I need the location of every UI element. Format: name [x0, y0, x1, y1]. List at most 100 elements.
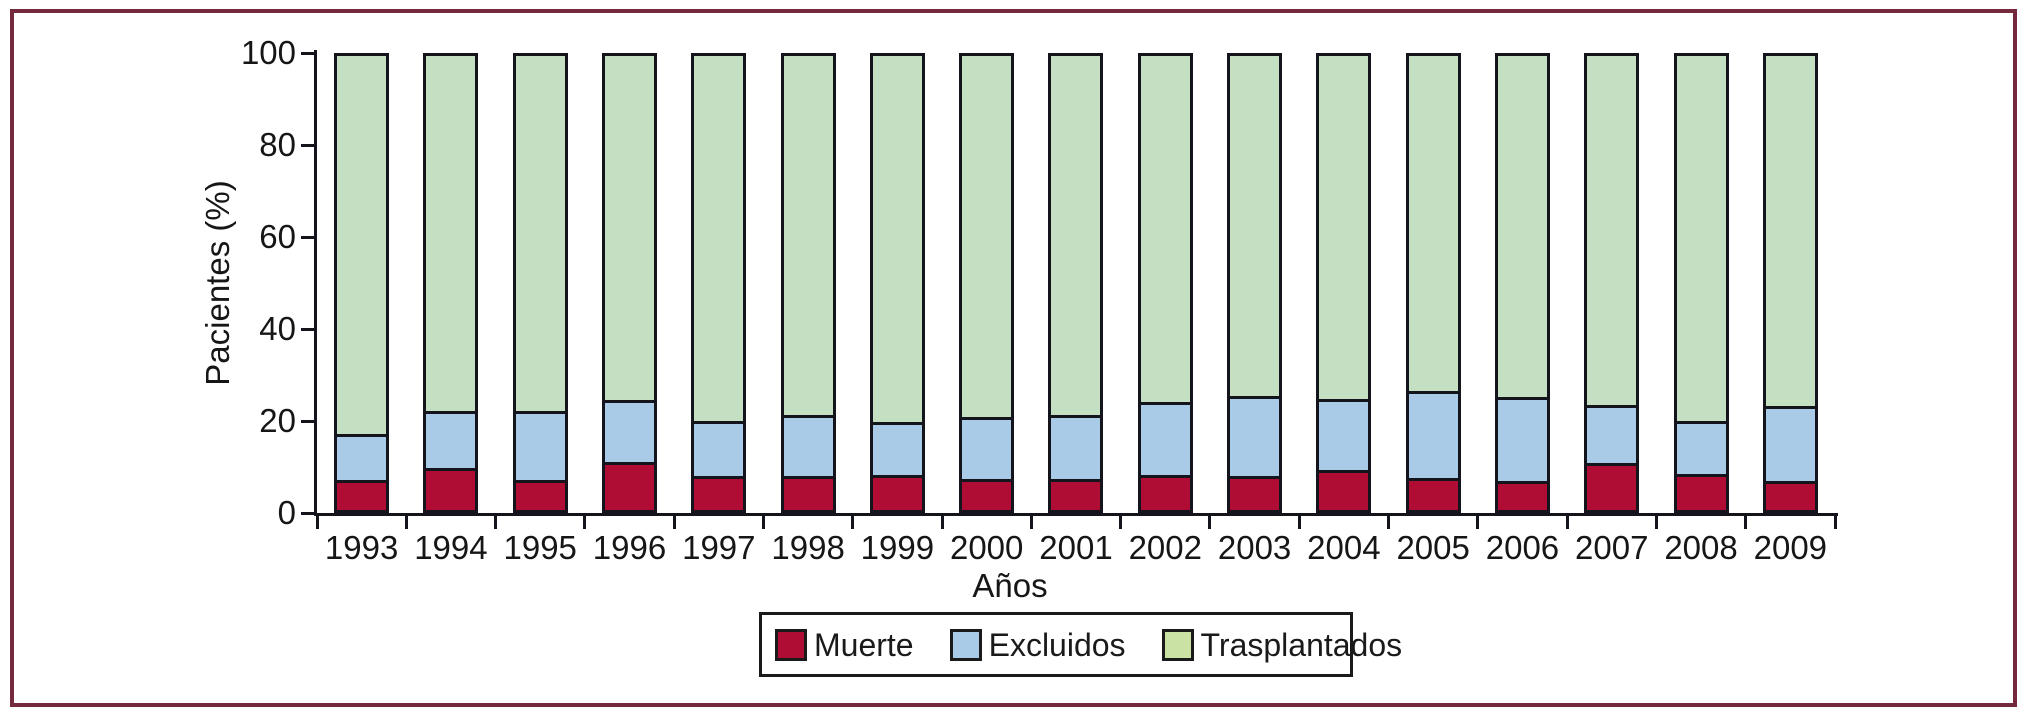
bar-segment-trasplantados-2009: [1765, 56, 1815, 407]
x-tick-mark: [315, 516, 319, 529]
bar-segment-excluidos-2005: [1408, 391, 1458, 479]
bar-1994: [423, 53, 479, 513]
legend-item-muerte: Muerte: [775, 627, 914, 663]
y-tick-mark: [301, 511, 314, 515]
bar-2005: [1405, 53, 1461, 513]
x-tick-label-1993: 1993: [324, 529, 399, 566]
legend-label: Trasplantados: [1200, 626, 1403, 663]
x-tick-mark: [1565, 516, 1569, 529]
bar-2009: [1762, 53, 1818, 513]
bar-segment-muerte-2000: [962, 479, 1012, 510]
bar-segment-muerte-2004: [1319, 469, 1369, 510]
bar-segment-muerte-1994: [426, 467, 476, 510]
bar-segment-trasplantados-1993: [337, 56, 387, 434]
bar-cell-2009: [1746, 53, 1835, 513]
x-tick-mark: [851, 516, 855, 529]
x-tick-mark: [1476, 516, 1480, 529]
x-tick-mark: [1744, 516, 1748, 529]
bar-segment-excluidos-1993: [337, 433, 387, 481]
bar-segment-trasplantados-2002: [1140, 56, 1190, 403]
x-tick-label-2009: 2009: [1753, 529, 1828, 566]
bar-segment-excluidos-1999: [872, 421, 922, 476]
x-tick-mark: [1387, 516, 1391, 529]
bar-segment-excluidos-1996: [605, 400, 655, 462]
x-tick-mark: [761, 516, 765, 529]
x-tick-label-2000: 2000: [949, 529, 1024, 566]
bar-1998: [780, 53, 836, 513]
bar-segment-muerte-2005: [1408, 478, 1458, 510]
bar-segment-excluidos-2009: [1765, 406, 1815, 481]
y-axis-line: [314, 50, 317, 516]
y-tick-label: 0: [277, 494, 296, 531]
bar-2006: [1494, 53, 1550, 513]
legend-item-excluidos: Excluidos: [949, 626, 1126, 663]
bar-segment-trasplantados-1994: [426, 56, 476, 412]
legend-label: Excluidos: [988, 626, 1126, 663]
x-tick-mark: [1297, 516, 1301, 529]
x-axis-title: Años: [972, 567, 1048, 604]
y-tick-label: 20: [259, 402, 296, 439]
bar-cell-1997: [674, 53, 763, 513]
legend-box: Muerte Excluidos Trasplantados: [759, 612, 1402, 677]
bar-segment-trasplantados-2003: [1230, 56, 1280, 396]
bar-segment-excluidos-1997: [694, 421, 744, 476]
bar-2007: [1584, 53, 1640, 513]
bar-segment-trasplantados-1995: [515, 56, 565, 412]
bar-cell-1995: [496, 53, 585, 513]
x-tick-mark: [672, 516, 676, 529]
x-tick-label-1998: 1998: [771, 529, 845, 566]
bar-segment-muerte-1999: [872, 475, 922, 510]
x-tick-mark: [583, 516, 587, 529]
excluidos-swatch-icon: [949, 628, 982, 661]
bar-cell-2006: [1478, 53, 1567, 513]
bar-segment-trasplantados-2006: [1497, 56, 1547, 397]
y-tick-label: 100: [240, 34, 296, 71]
bar-cell-2004: [1299, 53, 1388, 513]
bar-segment-trasplantados-1996: [605, 56, 655, 401]
x-tick-mark: [940, 516, 944, 529]
bar-cell-2000: [942, 53, 1031, 513]
y-tick-mark: [301, 143, 314, 147]
x-tick-mark: [404, 516, 408, 529]
bar-cell-1998: [763, 53, 852, 513]
x-tick-label-1996: 1996: [592, 529, 667, 566]
x-tick-mark: [1654, 516, 1658, 529]
y-tick-mark: [301, 419, 314, 423]
x-tick-label-2007: 2007: [1575, 529, 1649, 566]
x-axis-line: [314, 513, 1838, 516]
y-tick-mark: [301, 51, 314, 55]
bar-segment-excluidos-1994: [426, 411, 476, 468]
bar-segment-muerte-2008: [1676, 473, 1726, 510]
bar-segment-excluidos-1995: [515, 411, 565, 481]
bar-segment-excluidos-2002: [1140, 402, 1190, 475]
bar-segment-trasplantados-1997: [694, 56, 744, 422]
x-tick-label-2006: 2006: [1485, 529, 1560, 566]
bar-1999: [869, 53, 925, 513]
bar-cell-1999: [853, 53, 942, 513]
bar-segment-muerte-1997: [694, 475, 744, 510]
bar-segment-excluidos-2007: [1587, 404, 1637, 464]
bar-segment-excluidos-2008: [1676, 421, 1726, 474]
x-tick-label-2004: 2004: [1307, 529, 1381, 566]
bar-2001: [1048, 53, 1104, 513]
legend-label: Muerte: [814, 626, 914, 663]
x-tick-mark: [1833, 516, 1837, 529]
x-tick-label-2008: 2008: [1664, 529, 1738, 566]
bar-segment-trasplantados-1999: [872, 56, 922, 422]
bar-segment-muerte-2009: [1765, 480, 1815, 510]
x-tick-label-1994: 1994: [414, 529, 488, 566]
x-tick-label-1995: 1995: [503, 529, 577, 566]
bar-segment-trasplantados-2008: [1676, 56, 1726, 422]
y-tick-label: 80: [259, 126, 296, 163]
y-tick-label: 40: [259, 310, 296, 347]
bar-cell-2008: [1656, 53, 1745, 513]
x-tick-label-2005: 2005: [1396, 529, 1470, 566]
bar-1997: [691, 53, 747, 513]
bar-segment-trasplantados-2001: [1051, 56, 1101, 415]
x-tick-label-1997: 1997: [682, 529, 756, 566]
x-tick-mark: [1119, 516, 1123, 529]
bar-segment-trasplantados-2005: [1408, 56, 1458, 392]
bar-segment-muerte-2003: [1230, 475, 1280, 510]
bar-2003: [1227, 53, 1283, 513]
